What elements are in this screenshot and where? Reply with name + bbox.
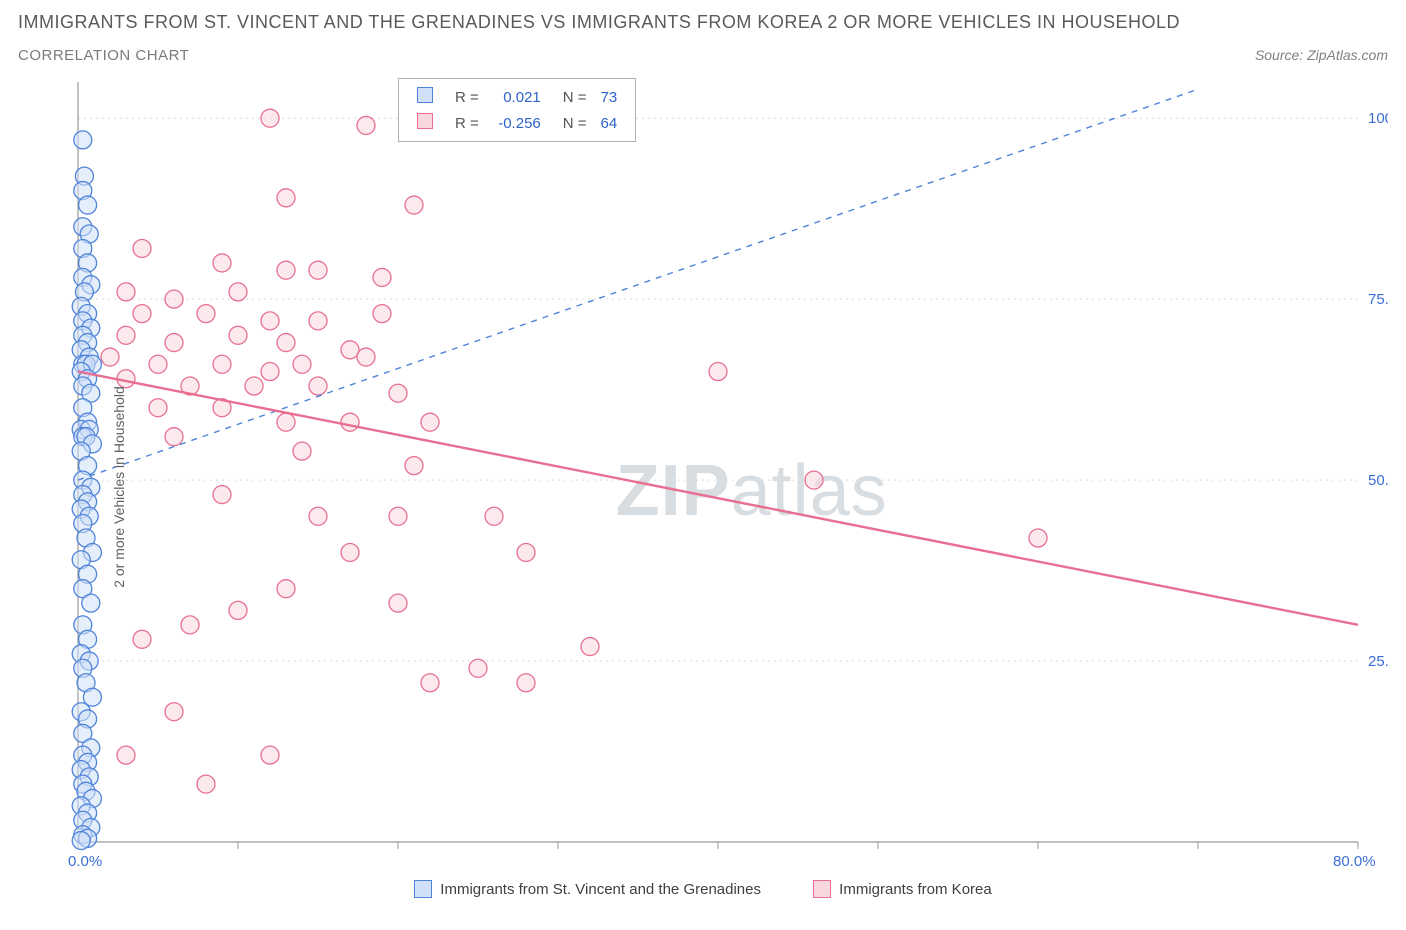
correlation-legend-box: R = 0.021 N = 73 R = -0.256 N = 64 <box>398 78 636 142</box>
series-b-n-value: 64 <box>595 111 624 135</box>
legend-bottom: Immigrants from St. Vincent and the Gren… <box>18 880 1388 902</box>
series-b-swatch-icon <box>813 880 831 898</box>
chart-subtitle: CORRELATION CHART <box>18 47 189 64</box>
series-b-swatch-icon <box>417 113 433 129</box>
legend-item-a: Immigrants from St. Vincent and the Gren… <box>414 880 761 898</box>
series-a-swatch-icon <box>414 880 432 898</box>
source-label: Source: ZipAtlas.com <box>1255 47 1388 63</box>
svg-text:75.0%: 75.0% <box>1368 291 1388 308</box>
series-b-r-value: -0.256 <box>487 111 547 135</box>
series-a-r-value: 0.021 <box>487 85 547 109</box>
svg-text:0.0%: 0.0% <box>68 853 102 870</box>
y-axis-label: 2 or more Vehicles in Household <box>111 386 127 588</box>
svg-text:80.0%: 80.0% <box>1333 853 1376 870</box>
svg-text:25.0%: 25.0% <box>1368 653 1388 670</box>
svg-text:50.0%: 50.0% <box>1368 472 1388 489</box>
series-a-n-value: 73 <box>595 85 624 109</box>
chart-title: IMMIGRANTS FROM ST. VINCENT AND THE GREN… <box>18 12 1388 33</box>
series-b-stats: R = -0.256 N = 64 <box>411 111 623 135</box>
svg-text:100.0%: 100.0% <box>1368 110 1388 127</box>
legend-item-b: Immigrants from Korea <box>813 880 992 898</box>
series-a-stats: R = 0.021 N = 73 <box>411 85 623 109</box>
series-a-swatch-icon <box>417 87 433 103</box>
chart-container: 2 or more Vehicles in Household 25.0% 50.… <box>18 72 1388 902</box>
scatter-chart: 25.0% 50.0% 75.0% 100.0% 0.0% 80.0% ZIPatlas <box>18 72 1388 872</box>
svg-text:ZIPatlas: ZIPatlas <box>616 451 888 531</box>
